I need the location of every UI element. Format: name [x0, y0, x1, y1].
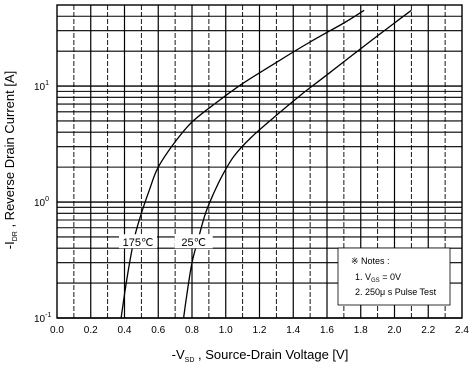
series-line-25 — [182, 9, 412, 319]
y-tick-label: 101 — [34, 80, 49, 93]
x-tick-label: 1.4 — [286, 325, 300, 336]
x-tick-label: 1.0 — [219, 325, 233, 336]
x-tick-labels: 0.0 0.2 0.4 0.6 0.8 1.0 1.2 1.4 1.6 1.8 2.0 2.2 2.4 — [50, 325, 469, 336]
x-tick-label: 0.6 — [151, 325, 165, 336]
notes-line-1: 1. VGS = 0V — [355, 272, 401, 284]
series-group — [120, 9, 412, 319]
curve-label: 25℃ — [181, 237, 206, 249]
x-tick-label: 2.4 — [455, 325, 469, 336]
y-tick-label: 10-1 — [34, 312, 51, 325]
x-tick-label: 0.4 — [118, 325, 132, 336]
x-tick-label: 1.2 — [253, 325, 267, 336]
y-tick-label: 100 — [34, 196, 49, 209]
curve-labels: 175℃ 25℃ — [119, 234, 213, 249]
x-tick-label: 2.2 — [421, 325, 435, 336]
x-tick-label: 0.0 — [50, 325, 64, 336]
x-tick-label: 2.0 — [388, 325, 402, 336]
curve-label-bg — [174, 234, 213, 249]
notes-box: ※ Notes : 1. VGS = 0V 2. 250μ s Pulse Te… — [337, 247, 451, 306]
x-tick-label: 0.8 — [185, 325, 199, 336]
x-axis-label: -VSD , Source-Drain Voltage [V] — [172, 347, 349, 364]
series-line-175 — [120, 9, 365, 319]
notes-title: ※ Notes : — [351, 256, 390, 266]
notes-frame — [337, 247, 451, 306]
x-tick-label: 0.2 — [84, 325, 98, 336]
curve-label: 175℃ — [123, 237, 154, 249]
notes-line-2: 2. 250μ s Pulse Test — [355, 287, 437, 297]
x-tick-label: 1.8 — [354, 325, 368, 336]
y-tick-labels: 10-1 100 101 — [34, 80, 51, 325]
y-axis-label: -IDR , Reverse Drain Current [A] — [2, 71, 19, 249]
curve-label-bg — [119, 234, 157, 249]
x-tick-label: 1.6 — [320, 325, 334, 336]
plot-frame — [56, 4, 463, 319]
